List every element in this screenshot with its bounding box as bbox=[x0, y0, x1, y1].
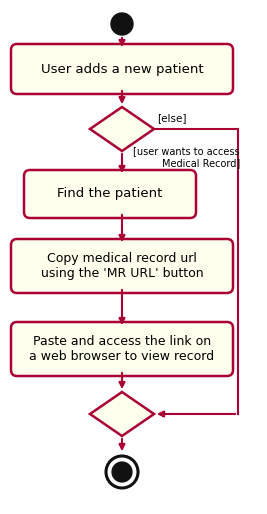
FancyBboxPatch shape bbox=[24, 170, 196, 218]
FancyBboxPatch shape bbox=[11, 239, 233, 293]
Circle shape bbox=[112, 462, 132, 482]
Text: User adds a new patient: User adds a new patient bbox=[41, 63, 203, 76]
Polygon shape bbox=[90, 107, 154, 151]
Text: [user wants to access
Medical Record]: [user wants to access Medical Record] bbox=[134, 146, 240, 168]
FancyBboxPatch shape bbox=[11, 44, 233, 94]
Text: Copy medical record url
using the 'MR URL' button: Copy medical record url using the 'MR UR… bbox=[41, 252, 203, 280]
Circle shape bbox=[106, 456, 138, 488]
Text: Find the patient: Find the patient bbox=[57, 188, 163, 200]
Polygon shape bbox=[90, 392, 154, 436]
FancyBboxPatch shape bbox=[11, 322, 233, 376]
Text: Paste and access the link on
a web browser to view record: Paste and access the link on a web brows… bbox=[29, 335, 215, 363]
Text: [else]: [else] bbox=[157, 113, 187, 123]
Circle shape bbox=[111, 13, 133, 35]
